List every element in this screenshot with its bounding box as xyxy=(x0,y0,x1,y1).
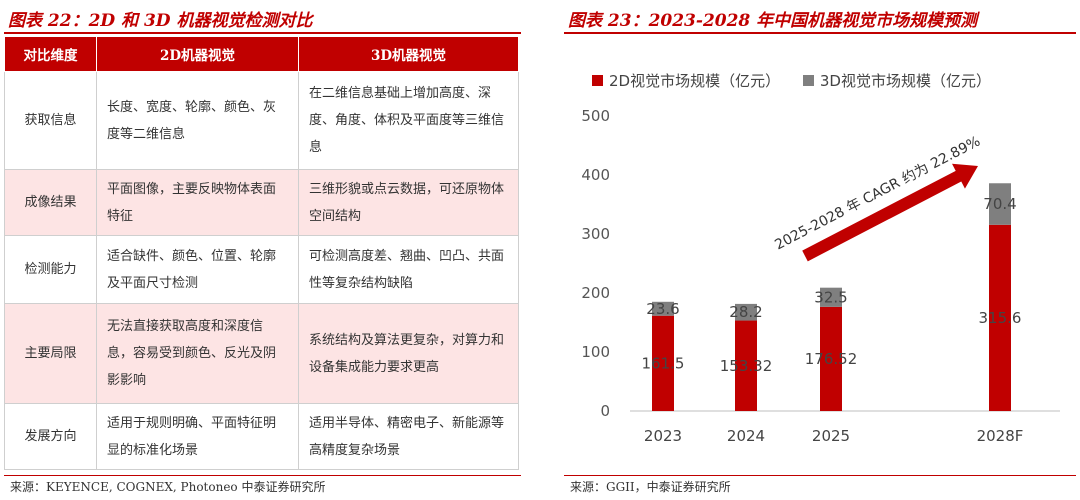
header-dimension: 对比维度 xyxy=(4,36,97,72)
cagr-arrow xyxy=(802,163,978,262)
comparison-table: 对比维度 2D机器视觉 3D机器视觉 获取信息 长度、宽度、轮廓、颜色、灰度等二… xyxy=(4,36,519,470)
y-tick-label: 0 xyxy=(600,402,610,420)
title-divider xyxy=(4,32,521,34)
bar-2d-2025 xyxy=(820,306,842,411)
data-label-2d: 176.52 xyxy=(805,350,858,368)
row-dimension: 发展方向 xyxy=(4,403,97,470)
table-header-row: 对比维度 2D机器视觉 3D机器视觉 xyxy=(4,36,519,72)
x-tick-label: 2028F xyxy=(977,427,1024,445)
source-divider xyxy=(4,475,521,476)
row-dimension: 检测能力 xyxy=(4,235,97,304)
chart-source-note: 来源：GGII，中泰证券研究所 xyxy=(570,480,731,494)
comparison-panel: 图表 22：2D 和 3D 机器视觉检测对比 对比维度 2D机器视觉 3D机器视… xyxy=(0,0,525,500)
legend-label-3d: 3D视觉市场规模（亿元） xyxy=(819,72,991,90)
x-tick-label: 2023 xyxy=(644,427,682,445)
bar-2d-2024 xyxy=(735,320,757,411)
chart-panel: 图表 23：2023-2028 年中国机器视觉市场规模预测 2D视觉市场规模（亿… xyxy=(560,0,1080,500)
y-tick-label: 400 xyxy=(581,166,610,184)
bar-2d-2028F xyxy=(989,224,1011,411)
row-2d-cell: 长度、宽度、轮廓、颜色、灰度等二维信息 xyxy=(96,71,299,170)
row-2d-cell: 适合缺件、颜色、位置、轮廓及平面尺寸检测 xyxy=(96,235,299,304)
y-tick-label: 200 xyxy=(581,284,610,302)
stacked-bar-chart: 0 100 200 300 400 500 161.5 23.6 2023 153.32 28.2 2… xyxy=(581,107,1060,445)
row-3d-cell: 系统结构及算法更复杂，对算力和设备集成能力要求更高 xyxy=(298,303,519,404)
title-divider xyxy=(564,32,1076,34)
row-3d-cell: 适用半导体、精密电子、新能源等高精度复杂场景 xyxy=(298,403,519,470)
row-dimension: 成像结果 xyxy=(4,169,97,236)
bar-3d-2024 xyxy=(735,303,757,321)
data-label-3d: 23.6 xyxy=(646,300,679,318)
bar-3d-2028F xyxy=(989,183,1011,225)
table-row: 获取信息 长度、宽度、轮廓、颜色、灰度等二维信息 在二维信息基础上增加高度、深度… xyxy=(4,71,519,170)
cagr-annotation: 2025-2028 年 CAGR 约为 22.89% xyxy=(772,133,983,253)
row-3d-cell: 可检测高度差、翘曲、凹凸、共面性等复杂结构缺陷 xyxy=(298,235,519,304)
y-tick-label: 100 xyxy=(581,343,610,361)
chart-legend: 2D视觉市场规模（亿元） 3D视觉市场规模（亿元） xyxy=(592,70,1009,91)
x-tick-label: 2024 xyxy=(727,427,765,445)
legend-item-3d: 3D视觉市场规模（亿元） xyxy=(802,70,991,91)
source-divider xyxy=(564,475,1076,476)
row-2d-cell: 平面图像，主要反映物体表面特征 xyxy=(96,169,299,236)
legend-swatch-3d xyxy=(802,75,814,86)
legend-swatch-2d xyxy=(592,75,603,86)
data-label-2d: 315.6 xyxy=(979,309,1022,327)
row-2d-cell: 适用于规则明确、平面特征明显的标准化场景 xyxy=(96,403,299,470)
table-row: 主要局限 无法直接获取高度和深度信息，容易受到颜色、反光及阴影影响 系统结构及算… xyxy=(4,303,519,404)
row-3d-cell: 在二维信息基础上增加高度、深度、角度、体积及平面度等三维信息 xyxy=(298,71,519,170)
data-label-2d: 153.32 xyxy=(720,357,773,375)
table-row: 发展方向 适用于规则明确、平面特征明显的标准化场景 适用半导体、精密电子、新能源… xyxy=(4,403,519,470)
table-row: 检测能力 适合缺件、颜色、位置、轮廓及平面尺寸检测 可检测高度差、翘曲、凹凸、共… xyxy=(4,235,519,304)
bar-2d-2023 xyxy=(652,315,674,411)
y-tick-label: 500 xyxy=(581,107,610,125)
header-2d: 2D机器视觉 xyxy=(96,36,299,72)
row-3d-cell: 三维形貌或点云数据，可还原物体空间结构 xyxy=(298,169,519,236)
row-2d-cell: 无法直接获取高度和深度信息，容易受到颜色、反光及阴影影响 xyxy=(96,303,299,404)
header-3d: 3D机器视觉 xyxy=(298,36,519,72)
data-label-3d: 28.2 xyxy=(729,303,762,321)
bar-3d-2023 xyxy=(652,301,674,316)
data-label-3d: 70.4 xyxy=(983,195,1016,213)
row-dimension: 主要局限 xyxy=(4,303,97,404)
table-source-note: 来源：KEYENCE, COGNEX, Photoneo 中泰证券研究所 xyxy=(10,480,326,494)
bar-3d-2025 xyxy=(820,287,842,307)
row-dimension: 获取信息 xyxy=(4,71,97,170)
table-figure-title: 图表 22：2D 和 3D 机器视觉检测对比 xyxy=(8,11,313,31)
legend-label-2d: 2D视觉市场规模（亿元） xyxy=(609,72,781,90)
chart-figure-title: 图表 23：2023-2028 年中国机器视觉市场规模预测 xyxy=(568,11,978,31)
data-label-2d: 161.5 xyxy=(642,354,685,372)
y-tick-label: 300 xyxy=(581,225,610,243)
table-row: 成像结果 平面图像，主要反映物体表面特征 三维形貌或点云数据，可还原物体空间结构 xyxy=(4,169,519,236)
x-tick-label: 2025 xyxy=(812,427,850,445)
data-label-3d: 32.5 xyxy=(814,288,847,306)
legend-item-2d: 2D视觉市场规模（亿元） xyxy=(592,70,780,91)
arrow-shape xyxy=(802,163,978,262)
